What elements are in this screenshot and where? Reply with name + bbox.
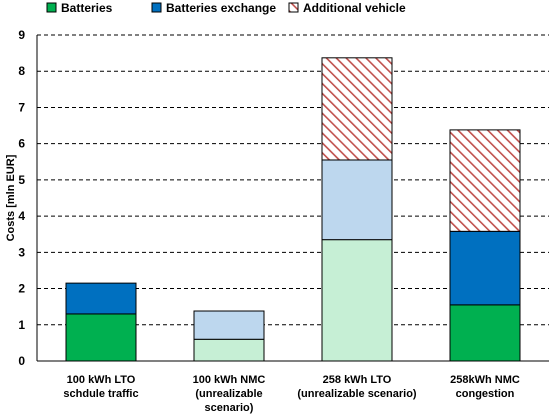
bar-segment-batteries	[193, 338, 265, 362]
y-axis-title: Costs [mln EUR]	[5, 154, 17, 241]
y-tick-label: 3	[18, 245, 25, 259]
y-tick-label: 4	[18, 209, 25, 223]
bar-segment-batteries	[321, 239, 393, 362]
x-category-label: 258 kWh LTO (unrealizable scenario)	[297, 374, 417, 400]
y-tick-label: 1	[18, 318, 25, 332]
axes	[36, 35, 549, 362]
y-tick-label: 2	[18, 282, 25, 296]
bar-segment-batteries	[449, 304, 521, 362]
y-tick-label: 0	[18, 354, 25, 368]
legend-swatch-batteries-exchange	[151, 2, 162, 13]
x-category-label: 100 kWh LTO schdule traffic	[63, 374, 138, 400]
legend: Batteries Batteries exchange Additional ve…	[46, 1, 406, 15]
bar-segment-additional-vehicle	[321, 57, 393, 161]
bar-segment-additional-vehicle	[449, 129, 521, 232]
y-tick-label: 5	[18, 173, 25, 187]
x-category-label: 100 kWh NMC (unrealizable scenario)	[193, 374, 266, 414]
y-tick-label: 8	[18, 64, 25, 78]
bar-segment-batteries-exchange	[449, 230, 521, 306]
legend-label-batteries-exchange: Batteries exchange	[166, 1, 276, 15]
x-category-label: 258kWh NMC congestion	[450, 374, 520, 400]
y-tick-labels: 0 1 2 3 4 5 6 7 8 9	[18, 28, 25, 368]
bars	[65, 57, 521, 362]
y-tick-label: 6	[18, 137, 25, 151]
x-category-labels: 100 kWh LTO schdule traffic 100 kWh NMC (un…	[63, 374, 519, 414]
bar-segment-batteries-exchange	[193, 310, 265, 340]
legend-label-batteries: Batteries	[61, 1, 113, 15]
bar-segment-batteries-exchange	[321, 159, 393, 241]
legend-swatch-batteries	[46, 2, 57, 13]
bar-segment-batteries	[65, 313, 137, 362]
legend-label-additional-vehicle: Additional vehicle	[303, 1, 406, 15]
y-tick-label: 9	[18, 28, 25, 42]
y-tick-label: 7	[18, 100, 25, 114]
bar-segment-batteries-exchange	[65, 282, 137, 315]
legend-swatch-additional-vehicle	[288, 2, 299, 13]
